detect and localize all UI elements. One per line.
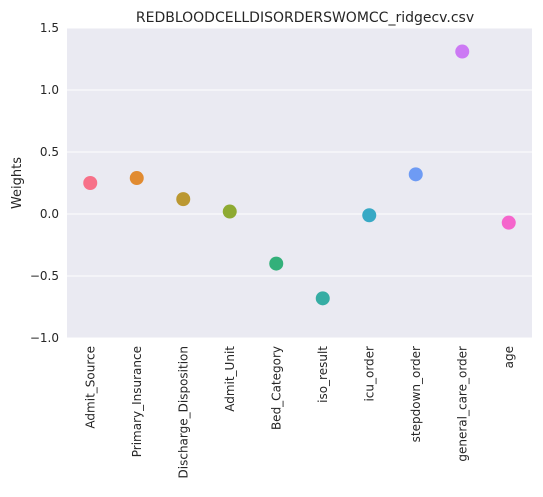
- x-tick-label: icu_order: [362, 346, 376, 402]
- plot-area: [67, 28, 532, 338]
- x-tick-label: Admit_Unit: [223, 346, 237, 412]
- data-point-admit-unit: [222, 204, 237, 219]
- chart-title: REDBLOODCELLDISORDERSWOMCC_ridgecv.csv: [136, 10, 474, 26]
- x-tick-label: stepdown_order: [409, 346, 423, 442]
- y-axis-label: Weights: [10, 157, 25, 209]
- y-tick-label: 0.5: [40, 145, 59, 159]
- x-tick-label: age: [502, 346, 516, 368]
- x-axis-ticks: Admit_Source Primary_Insurance Discharge_D…: [83, 346, 516, 479]
- x-tick-label: Primary_Insurance: [130, 346, 144, 457]
- data-point-discharge-disposition: [176, 192, 191, 207]
- y-tick-label: 1.5: [40, 21, 59, 35]
- x-tick-label: general_care_order: [455, 346, 469, 462]
- data-point-primary-insurance: [129, 171, 144, 186]
- x-tick-label: Admit_Source: [83, 346, 97, 429]
- data-point-general-care-order: [455, 44, 470, 59]
- data-point-age: [501, 215, 516, 230]
- x-tick-label: Discharge_Disposition: [176, 346, 190, 478]
- data-point-admit-source: [83, 176, 98, 190]
- y-tick-label: 0.0: [40, 207, 59, 221]
- gridlines: [67, 27, 532, 339]
- data-point-icu-order: [362, 208, 377, 223]
- data-points: [83, 44, 516, 306]
- data-point-bed-category: [269, 256, 284, 271]
- y-tick-label: −1.0: [30, 331, 59, 345]
- data-point-stepdown-order: [408, 167, 423, 182]
- y-tick-label: −0.5: [30, 269, 59, 283]
- data-point-iso-result: [315, 291, 330, 306]
- y-axis-ticks: −1.0 −0.5 0.0 0.5 1.0 1.5: [30, 21, 59, 345]
- x-tick-label: iso_result: [316, 346, 330, 403]
- x-tick-label: Bed_Category: [269, 346, 283, 430]
- y-tick-label: 1.0: [40, 83, 59, 97]
